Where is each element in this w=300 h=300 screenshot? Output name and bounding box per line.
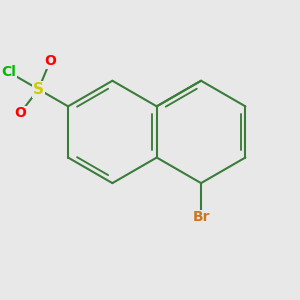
Text: Cl: Cl	[2, 65, 16, 79]
Text: O: O	[14, 106, 26, 120]
Text: Br: Br	[192, 210, 210, 224]
Text: S: S	[33, 82, 44, 97]
Text: O: O	[44, 54, 56, 68]
